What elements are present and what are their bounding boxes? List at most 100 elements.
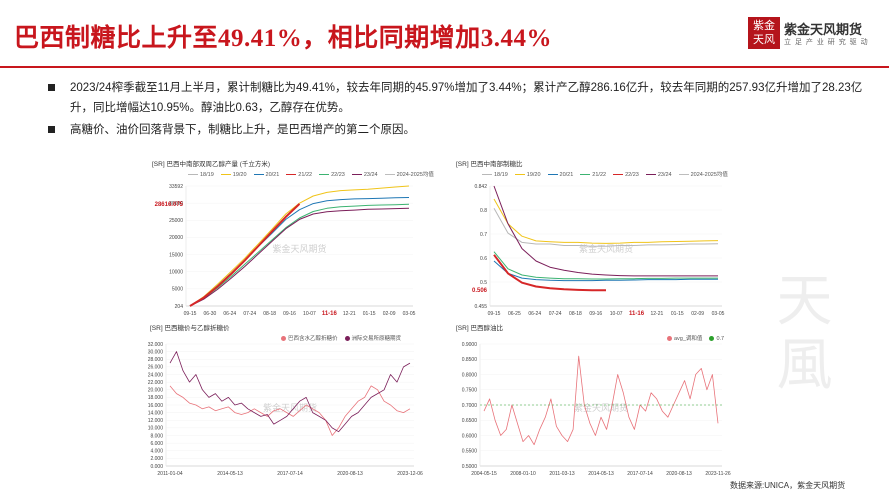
x-tick-label: 2023-11-26 — [705, 471, 730, 477]
y-tick-label: 4.000 — [150, 449, 163, 455]
legend-swatch — [281, 336, 286, 342]
logo-icon: 紫金天风 — [748, 17, 780, 49]
x-tick-label: 2020-08-13 — [337, 471, 363, 477]
legend-swatch — [220, 174, 231, 176]
x-tick-label: 12-21 — [343, 311, 356, 316]
y-tick-label: 24.000 — [148, 372, 164, 378]
price-comparison-chart: [SR] 巴西糖价与乙醇折糖价 巴西含水乙醇折糖价 洲际交易所原糖期货 32.00… — [146, 320, 424, 480]
y-tick-label: 33592 — [169, 184, 183, 190]
x-tick-label: 07-24 — [549, 311, 562, 316]
legend-swatch — [319, 174, 330, 176]
y-tick-label: 20000 — [169, 235, 183, 241]
y-tick-label: 204 — [175, 304, 184, 310]
legend-item: 21/22 — [286, 172, 312, 178]
y-tick-label: 30.000 — [148, 349, 164, 355]
legend-swatch — [547, 174, 558, 176]
x-tick-label: 09-15 — [184, 311, 197, 316]
y-tick-label: 0.8000 — [462, 372, 478, 378]
bullet-text: 高糖价、油价回落背景下，制糖比上升，是巴西增产的第二个原因。 — [70, 124, 415, 136]
x-tick-label: 08-18 — [569, 311, 582, 316]
series-line-4 — [189, 203, 301, 307]
x-tick-label: 03-05 — [712, 311, 725, 316]
logo-tagline: 立 足 产 业 研 究 驱 动 — [784, 39, 869, 46]
legend-item: 22/23 — [319, 172, 345, 178]
chart-plot-area: 0.9000 0.8500 0.8000 0.7500 0.7000 0.6500 0.60… — [462, 342, 731, 477]
x-tick-label: 02-09 — [383, 311, 396, 316]
legend-swatch — [514, 174, 525, 176]
legend-swatch — [188, 174, 198, 176]
y-tick-label: 0.7000 — [462, 403, 478, 409]
x-tick-label: 06-25 — [508, 311, 521, 316]
legend-item: 19/20 — [220, 172, 247, 178]
watermark-text: 紫金天风期货 — [579, 243, 633, 254]
legend-label: 巴西含水乙醇折糖价 — [288, 336, 338, 342]
legend-label: 23/24 — [363, 172, 378, 178]
source-note: 数据来源:UNICA，紫金天风期货 — [730, 481, 846, 490]
y-tick-label: 0.7500 — [462, 388, 478, 394]
x-tick-label: 2011-01-04 — [157, 471, 182, 477]
y-tick-label: 20.000 — [148, 388, 164, 394]
y-tick-label: 0.9000 — [462, 342, 478, 348]
legend-item: 23/24 — [351, 172, 378, 178]
y-tick-label: 10000 — [169, 270, 183, 276]
chart-legend: avg_调和值 0.7 — [667, 334, 731, 342]
x-tick-label: 01-15 — [671, 311, 684, 316]
legend-item: 20/21 — [253, 172, 280, 178]
y-tick-label: 0.842 — [474, 184, 487, 190]
legend-label: 20/21 — [559, 172, 574, 178]
series-line-1 — [169, 351, 411, 433]
legend-swatch — [482, 174, 492, 176]
legend-item: 18/19 — [188, 172, 214, 178]
y-tick-label: 0.6500 — [462, 418, 478, 424]
alcohol-oil-ratio-chart: [SR] 巴西醇油比 avg_调和值 0.7 0.9000 0.8500 0.8000… — [452, 320, 732, 480]
legend-item: 23/24 — [645, 172, 672, 178]
legend-label: 2024-2025均值 — [690, 172, 728, 178]
legend-item: 洲际交易所原糖期货 — [344, 334, 401, 342]
x-tick-label: 06-30 — [204, 311, 217, 316]
legend-swatch — [286, 174, 297, 176]
legend-label: avg_调和值 — [674, 336, 703, 342]
legend-label: 21/22 — [592, 172, 607, 178]
x-tick-label: 2023-12-06 — [397, 471, 423, 477]
legend-label: 23/24 — [657, 172, 672, 178]
legend-swatch — [384, 174, 395, 176]
legend-label: 20/21 — [265, 172, 280, 178]
legend-item: 2024-2025均值 — [384, 170, 434, 178]
title-divider — [0, 66, 889, 68]
y-tick-label: 2.000 — [150, 456, 163, 462]
series-line-0 — [483, 355, 719, 446]
y-tick-label: 12.000 — [148, 418, 164, 424]
x-tick-label: 2008-01-10 — [510, 471, 536, 477]
x-tick-label: 2014-05-13 — [217, 471, 243, 477]
y-tick-label: 0.7 — [480, 232, 487, 238]
series-line-0 — [169, 385, 411, 436]
legend-swatch — [667, 336, 672, 342]
legend-item: 2024-2025均值 — [678, 170, 728, 178]
y-tick-label: 10.000 — [148, 426, 164, 432]
watermark-text: 紫金天风期货 — [263, 402, 317, 413]
y-tick-label: 0.8 — [480, 208, 487, 214]
y-tick-label: 16.000 — [148, 403, 164, 409]
x-tick-label: 09-15 — [488, 311, 501, 316]
series-line-4 — [493, 185, 718, 277]
x-tick-label: 2011-03-13 — [549, 471, 574, 477]
y-tick-label: 28.000 — [148, 357, 164, 363]
y-tick-label: 30000 — [169, 201, 183, 207]
x-tick-label: 01-15 — [363, 311, 376, 316]
bullet-item: 高糖价、油价回落背景下，制糖比上升，是巴西增产的第二个原因。 — [44, 120, 876, 140]
legend-label: 21/22 — [298, 172, 313, 178]
legend-label: 18/19 — [494, 172, 508, 178]
x-tick-label: 03-05 — [403, 311, 416, 316]
x-tick-label: 12-21 — [651, 311, 664, 316]
legend-label: 19/20 — [526, 172, 541, 178]
x-tick-label: 06-24 — [528, 311, 541, 316]
x-tick-label: 09-16 — [283, 311, 296, 316]
x-tick-label: 2014-05-13 — [588, 471, 614, 477]
y-tick-label: 8.000 — [150, 433, 163, 439]
series-line-1 — [493, 198, 719, 244]
y-tick-label: 0.8500 — [462, 357, 478, 363]
x-tick-label: 07-24 — [243, 311, 256, 316]
x-tick-label: 02-09 — [691, 311, 704, 316]
chart-legend: 巴西含水乙醇折糖价 洲际交易所原糖期货 — [281, 334, 408, 342]
